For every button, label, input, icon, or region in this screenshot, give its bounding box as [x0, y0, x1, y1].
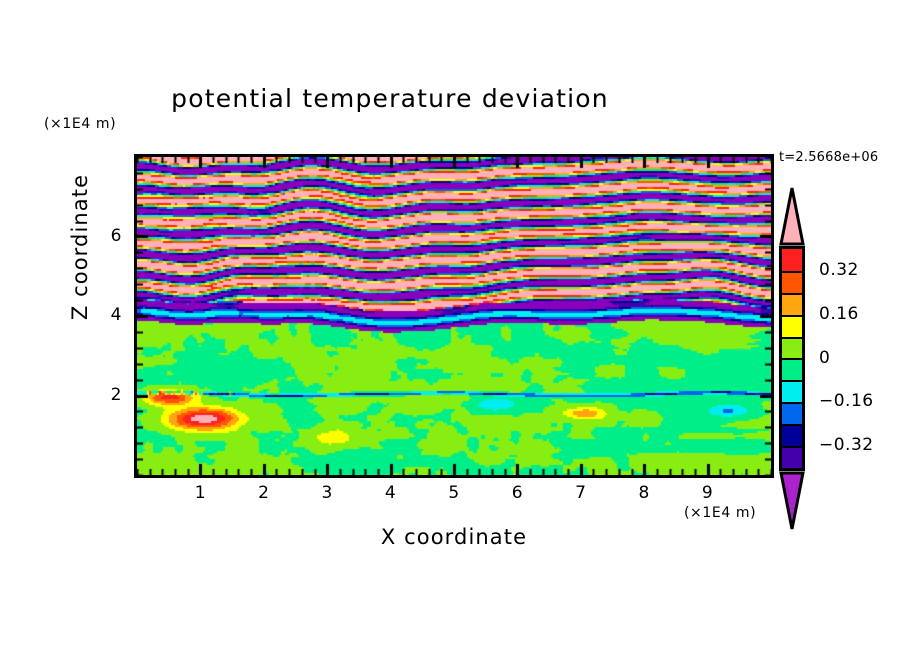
colorbar-swatch — [782, 336, 802, 359]
colorbar-swatch — [782, 402, 802, 425]
plot-area — [134, 154, 774, 478]
x-tick-label: 5 — [448, 483, 460, 503]
x-tick-label: 1 — [194, 483, 207, 503]
contour-field-canvas — [137, 157, 771, 475]
colorbar-swatch — [782, 424, 802, 447]
x-tick-label: 2 — [258, 483, 270, 503]
x-tick-label: 8 — [638, 483, 650, 503]
colorbar-swatch — [782, 358, 802, 381]
y-axis-unit-label: (×1E4 m) — [44, 116, 117, 132]
x-axis-unit-label: (×1E4 m) — [684, 505, 757, 521]
colorbar-tick-label: 0.32 — [819, 259, 859, 280]
colorbar-swatch — [782, 446, 802, 468]
x-tick-label: 6 — [511, 483, 524, 503]
colorbar-cap-bottom — [779, 471, 805, 531]
colorbar-tick-label: 0.16 — [819, 303, 859, 324]
x-tick-label: 9 — [701, 483, 714, 503]
colorbar-swatch — [782, 270, 802, 293]
colorbar-tick-label: −0.16 — [819, 391, 874, 412]
colorbar-tick-label: −0.32 — [819, 435, 874, 456]
x-axis-title: X coordinate — [380, 525, 528, 549]
y-tick-label: 6 — [110, 225, 122, 246]
timestamp-annotation: t=2.5668e+06 — [779, 150, 879, 165]
y-axis-title: Z coordinate — [68, 173, 92, 321]
page-title: potential temperature deviation — [171, 84, 609, 113]
y-tick-label: 4 — [110, 305, 122, 325]
colorbar-swatch — [782, 292, 802, 315]
colorbar-tick-label: 0 — [819, 347, 831, 368]
colorbar-cap-top — [779, 186, 805, 246]
colorbar-swatch — [782, 380, 802, 403]
x-tick-label: 3 — [321, 483, 333, 503]
x-tick-label: 7 — [575, 483, 587, 503]
colorbar-swatch — [782, 314, 802, 337]
colorbar-swatches — [779, 246, 805, 471]
x-tick-label: 4 — [384, 483, 397, 503]
y-tick-label: 2 — [110, 384, 122, 405]
colorbar-swatch — [782, 249, 802, 271]
